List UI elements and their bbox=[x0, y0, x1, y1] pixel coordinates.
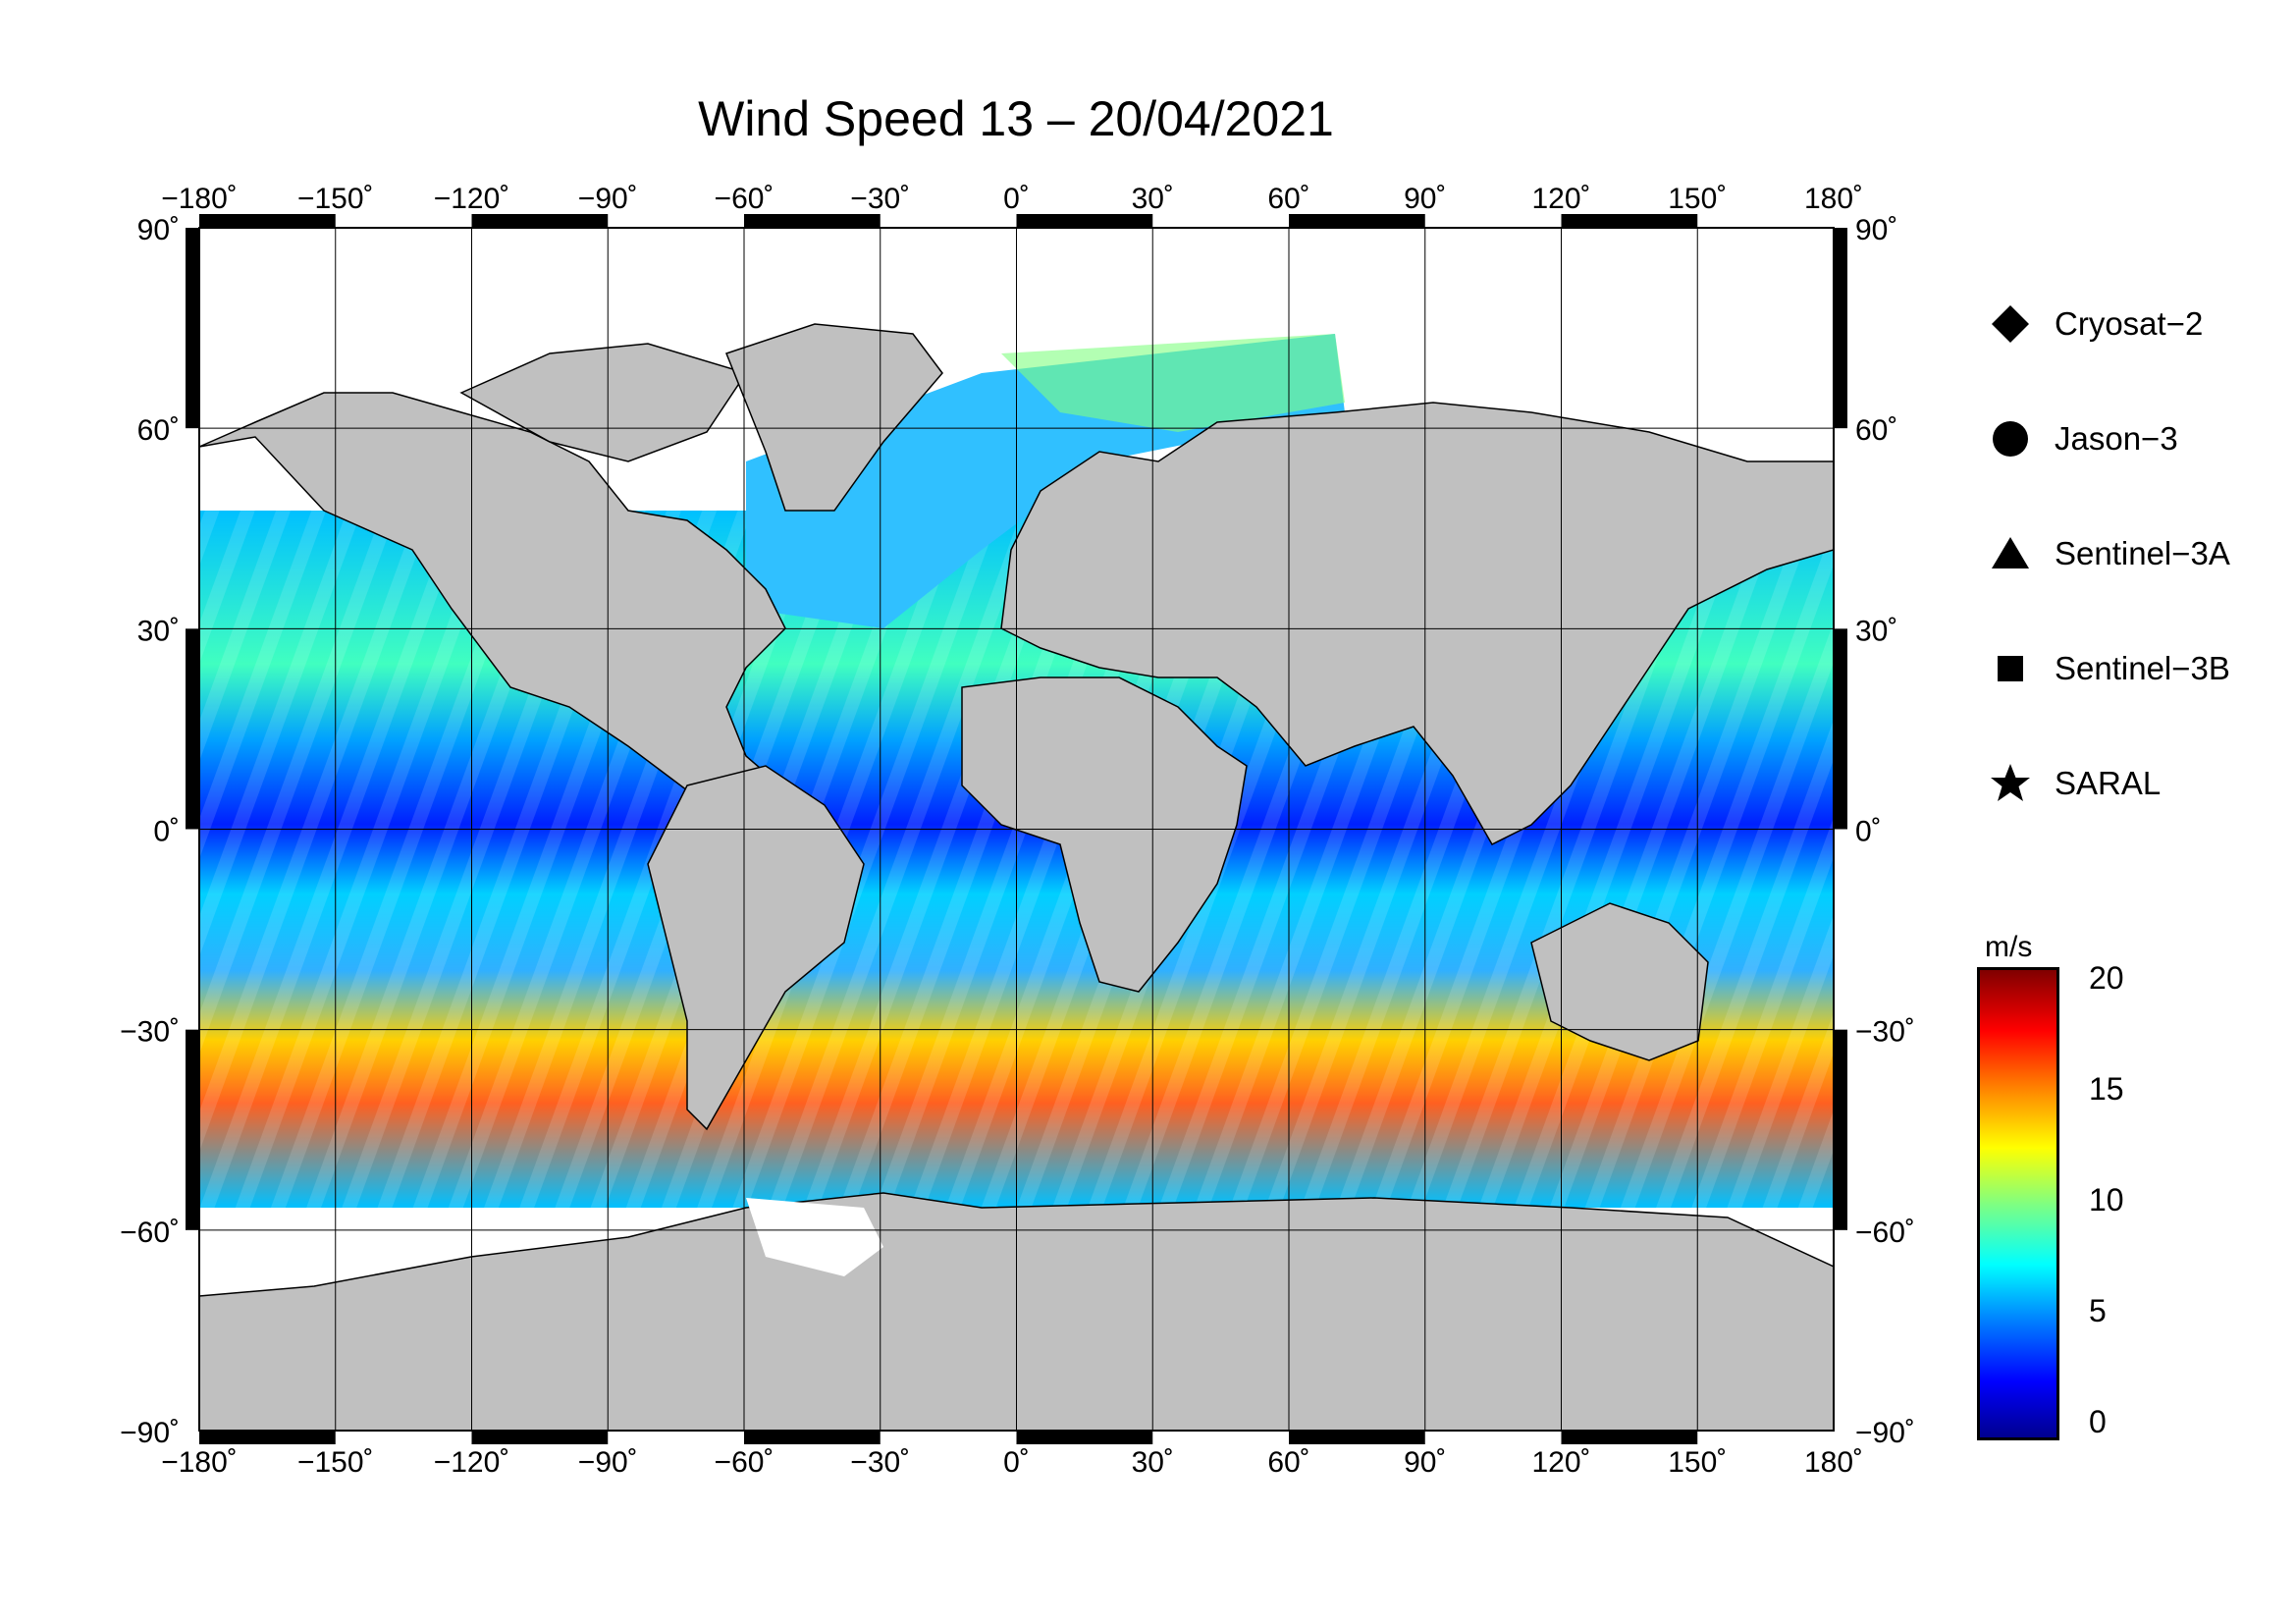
colorbar-tick-label: 10 bbox=[2089, 1182, 2124, 1217]
latitude-tick-label-left: −60˚ bbox=[120, 1217, 180, 1249]
frame-bar-bottom bbox=[744, 1431, 881, 1444]
ice-region bbox=[746, 1198, 883, 1276]
colorbar-unit: m/s bbox=[1985, 931, 2033, 963]
longitude-tick-label: 90˚ bbox=[1404, 183, 1446, 215]
frame-bar-bottom bbox=[199, 1431, 336, 1444]
frame-bar-bottom bbox=[1016, 1431, 1153, 1444]
latitude-tick-label-left: 60˚ bbox=[137, 414, 180, 447]
latitude-tick-label-right: −60˚ bbox=[1855, 1217, 1915, 1249]
latitude-tick-label-left: 90˚ bbox=[137, 214, 180, 246]
longitude-tick-label: 150˚ bbox=[1668, 1446, 1727, 1479]
tick-labels: −180˚ −180˚ −150˚ −150˚ −120˚ −120˚ −90˚ −90˚ −6… bbox=[120, 183, 1915, 1479]
circle-icon bbox=[1993, 421, 2028, 457]
legend-item: Cryosat−2 bbox=[1988, 299, 2282, 349]
legend-item: Sentinel−3A bbox=[1988, 529, 2282, 578]
frame-bar-bottom bbox=[1289, 1431, 1425, 1444]
legend-label: Sentinel−3B bbox=[2055, 650, 2230, 686]
longitude-tick-label: −90˚ bbox=[578, 183, 638, 215]
diamond-icon bbox=[1992, 305, 2029, 343]
latitude-tick-label-left: −90˚ bbox=[120, 1417, 180, 1449]
frame-bar-top bbox=[1561, 214, 1698, 228]
latitude-tick-label-right: −90˚ bbox=[1855, 1417, 1915, 1449]
longitude-tick-label: 0˚ bbox=[1003, 183, 1030, 215]
frame-bar-top bbox=[1289, 214, 1425, 228]
south-america bbox=[647, 765, 865, 1131]
legend-item: Jason−3 bbox=[1988, 414, 2282, 463]
longitude-tick-label: 30˚ bbox=[1132, 183, 1174, 215]
australia bbox=[1530, 902, 1709, 1061]
legend-item: Sentinel−3B bbox=[1988, 644, 2282, 693]
longitude-tick-label: 30˚ bbox=[1132, 1446, 1174, 1479]
longitude-tick-label: 120˚ bbox=[1531, 183, 1590, 215]
longitude-tick-label: 150˚ bbox=[1668, 183, 1727, 215]
colorbar-tick-label: 20 bbox=[2089, 960, 2124, 996]
triangle-icon bbox=[1992, 537, 2029, 568]
frame-bar-bottom bbox=[1561, 1431, 1698, 1444]
longitude-tick-label: 60˚ bbox=[1267, 183, 1309, 215]
eurasia bbox=[1000, 402, 1835, 845]
frame-bar-right bbox=[1834, 228, 1847, 429]
latitude-tick-label-right: 0˚ bbox=[1855, 816, 1882, 848]
latitude-tick-label-left: 30˚ bbox=[137, 615, 180, 647]
latitude-tick-label-left: −30˚ bbox=[120, 1016, 180, 1049]
frame-scale-bars bbox=[186, 214, 1847, 1444]
longitude-tick-label: −30˚ bbox=[850, 183, 910, 215]
arctic-islands bbox=[459, 343, 748, 462]
latitude-tick-label-left: 0˚ bbox=[153, 816, 180, 848]
legend-item: SARAL bbox=[1988, 759, 2282, 808]
longitude-tick-label: −180˚ bbox=[161, 1446, 238, 1479]
frame-bar-right bbox=[1834, 628, 1847, 830]
frame-bar-right bbox=[1834, 1029, 1847, 1230]
greenland bbox=[725, 323, 943, 512]
colorbar bbox=[1977, 967, 2059, 1440]
graticule bbox=[199, 228, 1834, 1431]
longitude-tick-label: 90˚ bbox=[1404, 1446, 1446, 1479]
longitude-tick-label: −150˚ bbox=[297, 1446, 374, 1479]
latitude-tick-label-right: −30˚ bbox=[1855, 1016, 1915, 1049]
longitude-tick-label: 0˚ bbox=[1003, 1446, 1030, 1479]
latitude-tick-label-right: 60˚ bbox=[1855, 414, 1897, 447]
colorbar-tick-label: 5 bbox=[2089, 1293, 2107, 1328]
frame-bar-bottom bbox=[471, 1431, 609, 1444]
frame-bar-top bbox=[744, 214, 881, 228]
legend-label: Cryosat−2 bbox=[2055, 305, 2204, 342]
colorbar-tick-label: 0 bbox=[2089, 1404, 2107, 1439]
legend-label: SARAL bbox=[2055, 765, 2162, 801]
longitude-tick-label: −60˚ bbox=[715, 1446, 774, 1479]
longitude-tick-label: −180˚ bbox=[161, 183, 238, 215]
frame-bar-top bbox=[471, 214, 609, 228]
legend-label: Sentinel−3A bbox=[2055, 535, 2230, 571]
frame-bar-left bbox=[186, 228, 199, 429]
longitude-tick-label: 180˚ bbox=[1804, 183, 1863, 215]
latitude-tick-label-right: 30˚ bbox=[1855, 615, 1897, 647]
longitude-tick-label: −30˚ bbox=[850, 1446, 910, 1479]
longitude-tick-label: 180˚ bbox=[1804, 1446, 1863, 1479]
frame-bar-left bbox=[186, 628, 199, 830]
frame-bar-top bbox=[199, 214, 336, 228]
longitude-tick-label: −120˚ bbox=[434, 1446, 510, 1479]
square-icon bbox=[1998, 656, 2023, 681]
longitude-tick-label: −120˚ bbox=[434, 183, 510, 215]
legend-label: Jason−3 bbox=[2055, 420, 2178, 457]
africa bbox=[961, 676, 1248, 993]
longitude-tick-label: −60˚ bbox=[715, 183, 774, 215]
longitude-tick-label: −90˚ bbox=[578, 1446, 638, 1479]
frame-bar-left bbox=[186, 1029, 199, 1230]
latitude-tick-label-right: 90˚ bbox=[1855, 214, 1897, 246]
longitude-tick-label: 120˚ bbox=[1531, 1446, 1590, 1479]
map-title: Wind Speed 13 – 20/04/2021 bbox=[698, 91, 1334, 146]
star-icon bbox=[1991, 764, 2030, 801]
colorbar-tick-label: 15 bbox=[2089, 1071, 2124, 1107]
longitude-tick-label: −150˚ bbox=[297, 183, 374, 215]
frame-bar-top bbox=[1016, 214, 1153, 228]
longitude-tick-label: 60˚ bbox=[1267, 1446, 1309, 1479]
